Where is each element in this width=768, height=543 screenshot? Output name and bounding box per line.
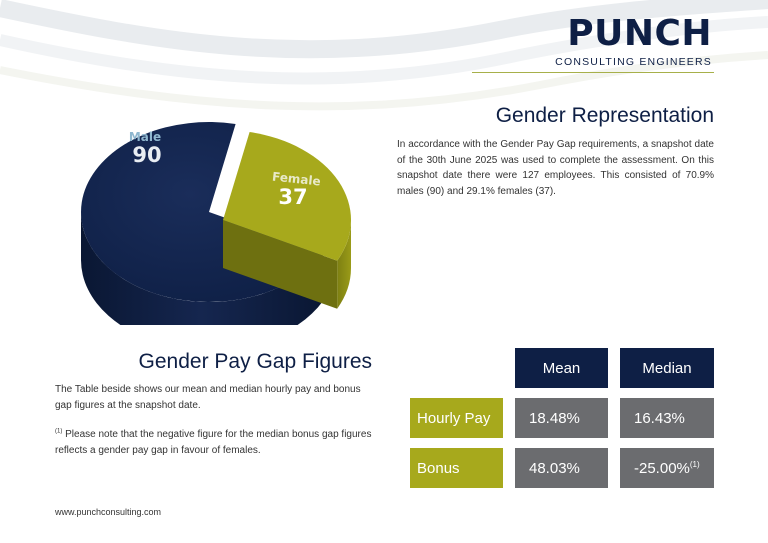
bonus-median-note: (1) [689,459,700,469]
logo-subtitle: CONSULTING ENGINEERS [555,56,712,68]
bonus-median-value: -25.00% [634,459,690,477]
pie-slice-female [223,132,352,309]
footnote-text: Please note that the negative figure for… [55,429,372,456]
gender-pie-chart: Male 90 Female 37 [81,122,352,325]
decorative-swoosh [0,0,768,111]
pay-gap-heading: Gender Pay Gap Figures [138,350,372,373]
male-slice-label: Male [129,130,161,144]
female-slice-label: Female [271,170,321,189]
row-label-bonus: Bonus [410,448,503,488]
hourly-pay-median: 16.43% [620,398,714,438]
logo-wordmark: PUNCH [567,13,712,54]
representation-heading: Gender Representation [495,104,714,127]
female-slice-value: 37 [278,185,307,209]
company-logo: PUNCH CONSULTING ENGINEERS [555,13,712,69]
footnote-marker: (1) [55,428,63,435]
footer-website: www.punchconsulting.com [55,507,162,517]
representation-text: In accordance with the Gender Pay Gap re… [397,139,714,197]
header-median: Median [620,348,714,388]
bonus-mean: 48.03% [515,448,608,488]
row-label-hourly-pay: Hourly Pay [410,398,503,438]
male-slice-value: 90 [132,143,161,167]
pay-gap-intro: The Table beside shows our mean and medi… [55,384,361,411]
pay-gap-footnote: (1) Please note that the negative figure… [55,427,373,458]
hourly-pay-mean: 18.48% [515,398,608,438]
logo-divider [472,72,714,73]
bonus-median: -25.00% (1) [620,448,714,488]
header-mean: Mean [515,348,608,388]
